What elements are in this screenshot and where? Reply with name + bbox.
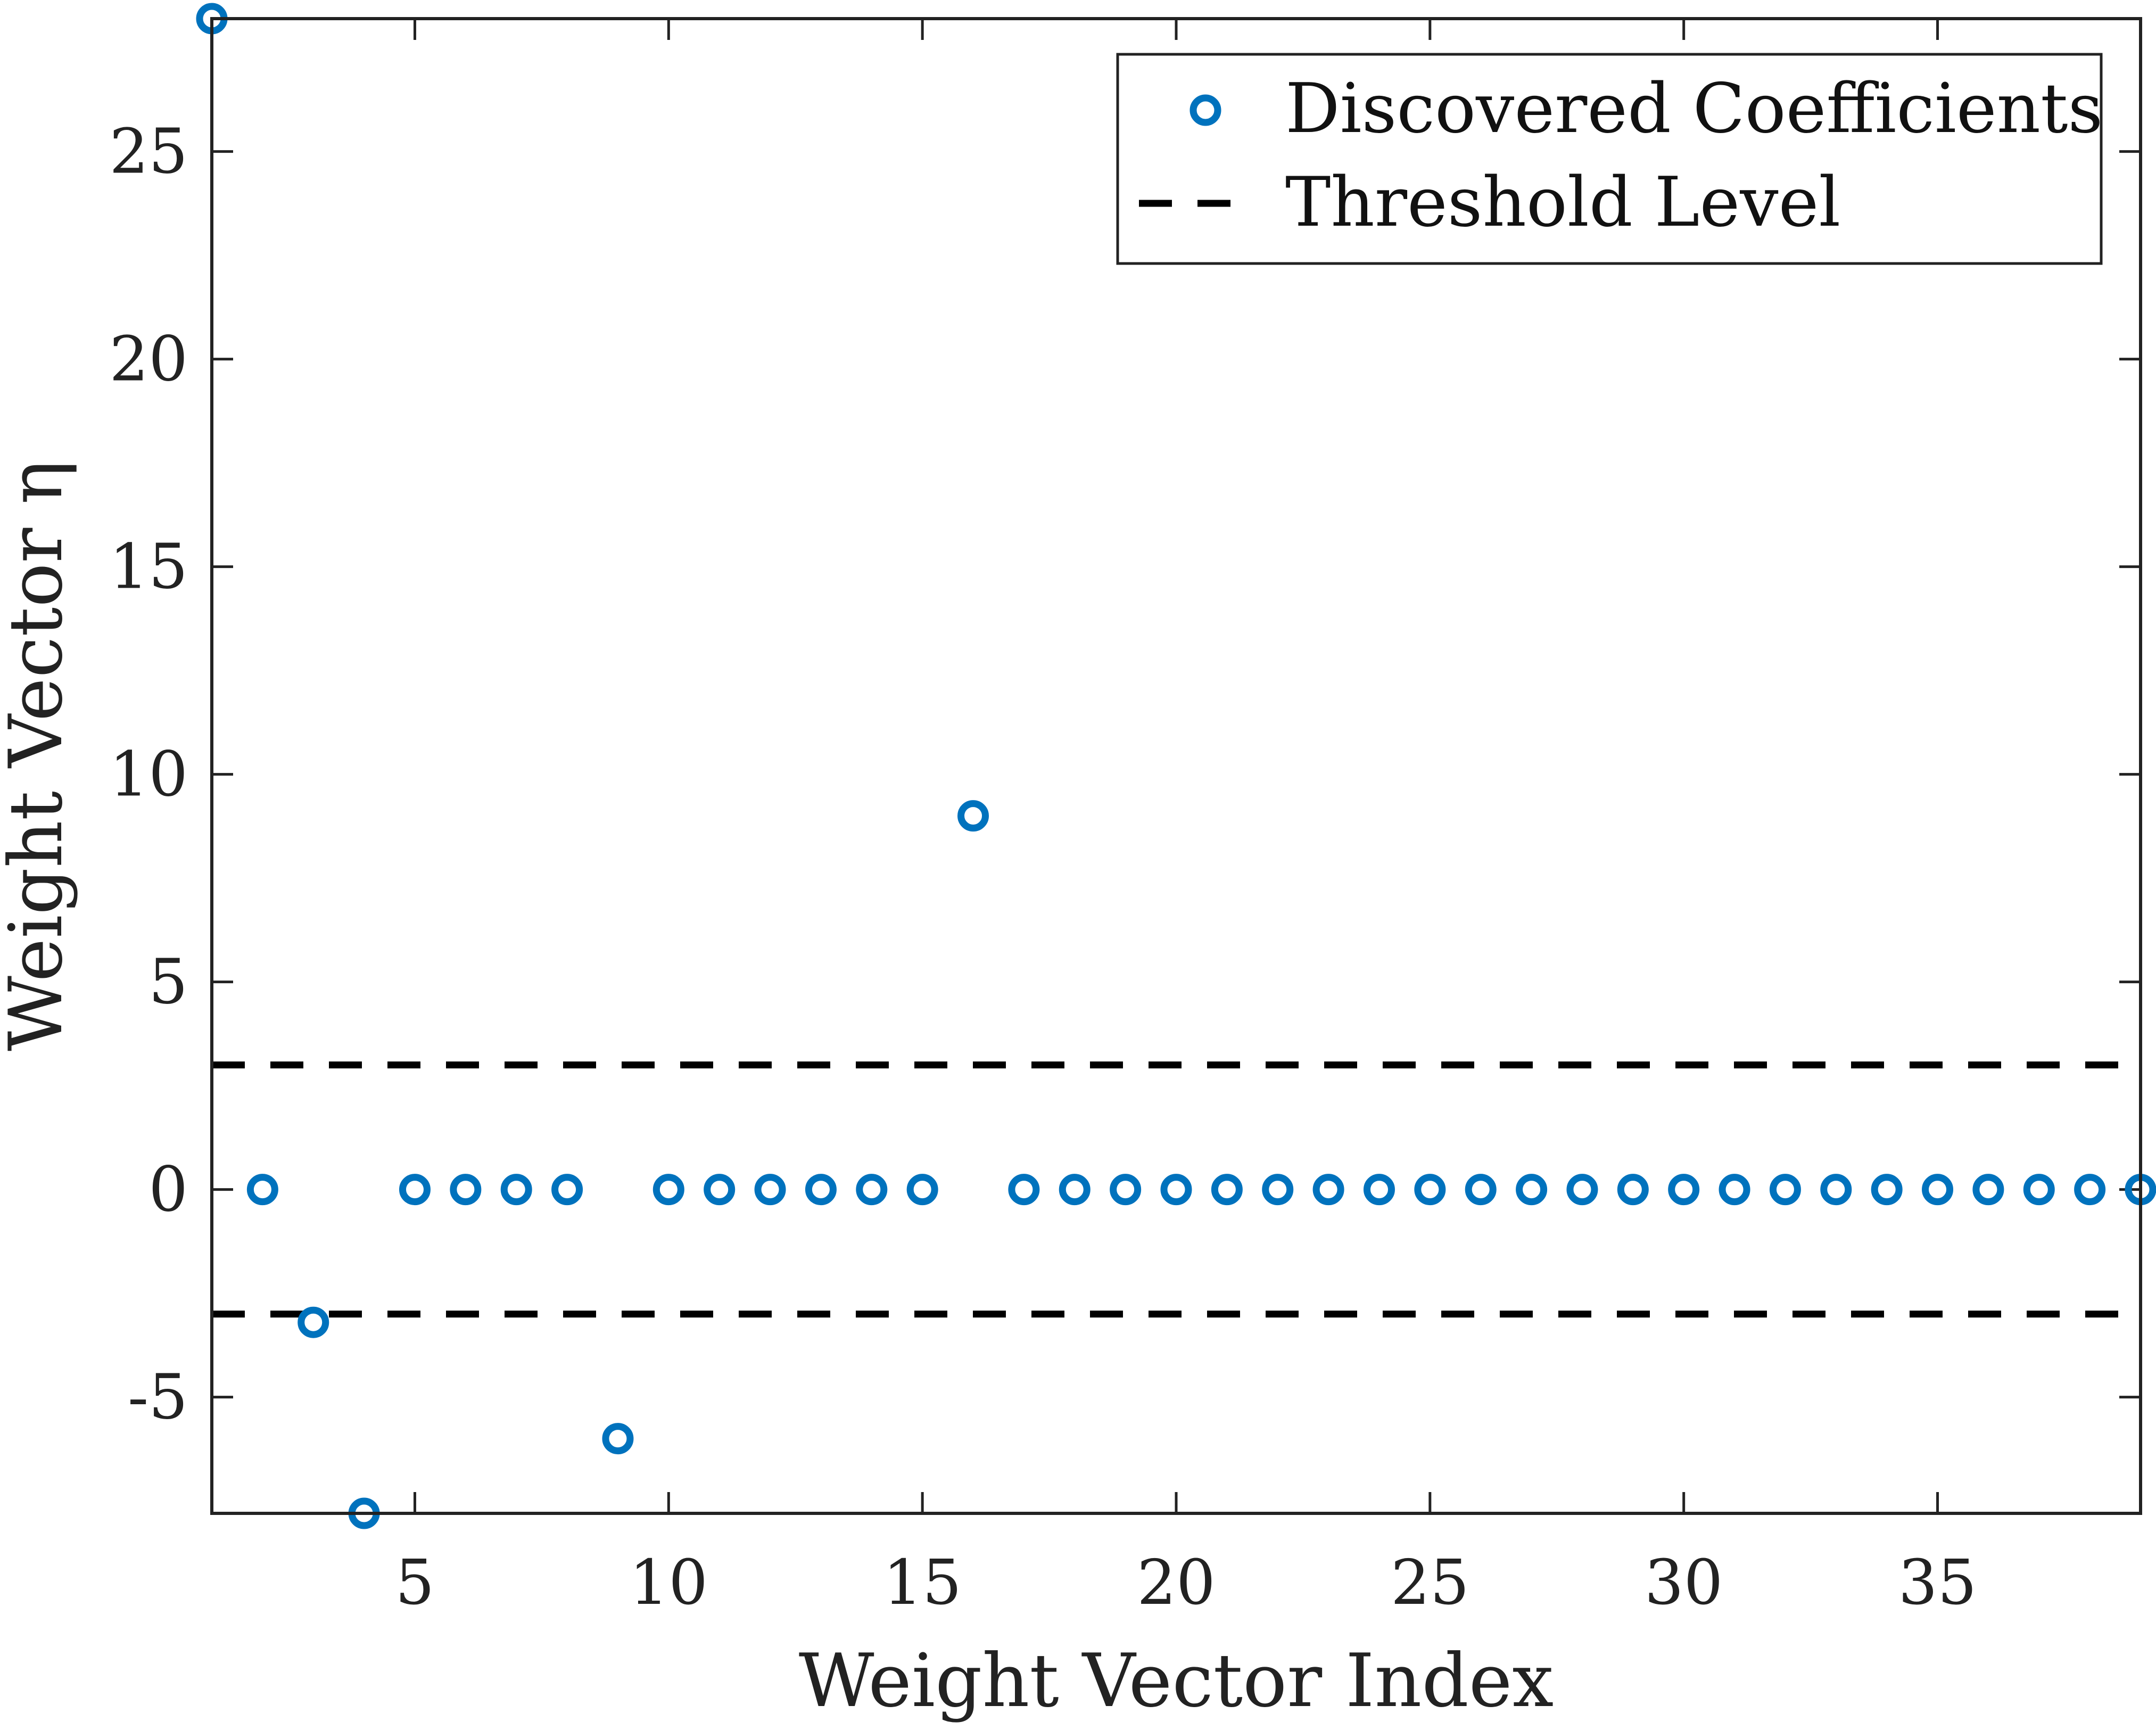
- legend-label-threshold-level: Threshold Level: [1285, 163, 1840, 242]
- y-tick-label: 15: [109, 531, 188, 603]
- data-point: [1160, 1174, 1192, 1206]
- data-point: [1465, 1174, 1497, 1206]
- data-point: [856, 1174, 888, 1206]
- plot-frame: [210, 17, 2142, 1515]
- x-axis-label: Weight Vector Index: [799, 1638, 1554, 1724]
- data-point: [1059, 1174, 1091, 1206]
- y-tick-label: 20: [109, 324, 188, 396]
- data-point: [1820, 1174, 1852, 1206]
- data-point: [652, 1174, 684, 1206]
- data-point: [602, 1423, 634, 1455]
- data-point: [500, 1174, 532, 1206]
- data-point: [805, 1174, 837, 1206]
- legend: Discovered Coefficients Threshold Level: [1116, 53, 2103, 265]
- data-point: [1211, 1174, 1243, 1206]
- data-point: [246, 1174, 278, 1206]
- y-tick-label: 5: [148, 946, 188, 1018]
- y-tick-label: 10: [109, 739, 188, 811]
- x-tick-label: 20: [1137, 1547, 1216, 1619]
- data-point: [1516, 1174, 1548, 1206]
- data-point: [298, 1306, 329, 1338]
- data-point: [1922, 1174, 1954, 1206]
- y-tick-label: 0: [148, 1154, 188, 1226]
- data-point: [1110, 1174, 1142, 1206]
- x-tick-label: 25: [1391, 1547, 1469, 1619]
- data-point: [1769, 1174, 1801, 1206]
- data-point: [1719, 1174, 1750, 1206]
- data-point: [754, 1174, 786, 1206]
- data-point: [1363, 1174, 1395, 1206]
- legend-box: [1116, 53, 2103, 265]
- data-point: [1871, 1174, 1903, 1206]
- data-point: [1566, 1174, 1598, 1206]
- data-point: [1312, 1174, 1344, 1206]
- legend-label-discovered-coefficients: Discovered Coefficients: [1285, 69, 2103, 149]
- data-point: [2074, 1174, 2106, 1206]
- x-tick-label: 5: [395, 1547, 435, 1619]
- legend-marker-icon: [1189, 94, 1221, 126]
- data-point: [399, 1174, 431, 1206]
- data-point: [957, 800, 989, 832]
- y-tick-label: 25: [109, 116, 188, 188]
- data-point: [1972, 1174, 2004, 1206]
- x-tick-label: 15: [883, 1547, 962, 1619]
- data-point: [450, 1174, 482, 1206]
- data-point: [1414, 1174, 1446, 1206]
- data-point: [1262, 1174, 1294, 1206]
- y-axis-label: Weight Vector η: [0, 460, 79, 1051]
- data-point: [1668, 1174, 1700, 1206]
- x-tick-label: 10: [630, 1547, 708, 1619]
- data-point: [906, 1174, 938, 1206]
- y-tick-label: -5: [128, 1362, 188, 1434]
- data-point: [1008, 1174, 1040, 1206]
- data-point: [704, 1174, 736, 1206]
- data-point: [1617, 1174, 1649, 1206]
- x-tick-label: 35: [1898, 1547, 1977, 1619]
- data-point: [551, 1174, 583, 1206]
- x-tick-label: 30: [1645, 1547, 1723, 1619]
- data-point: [2023, 1174, 2055, 1206]
